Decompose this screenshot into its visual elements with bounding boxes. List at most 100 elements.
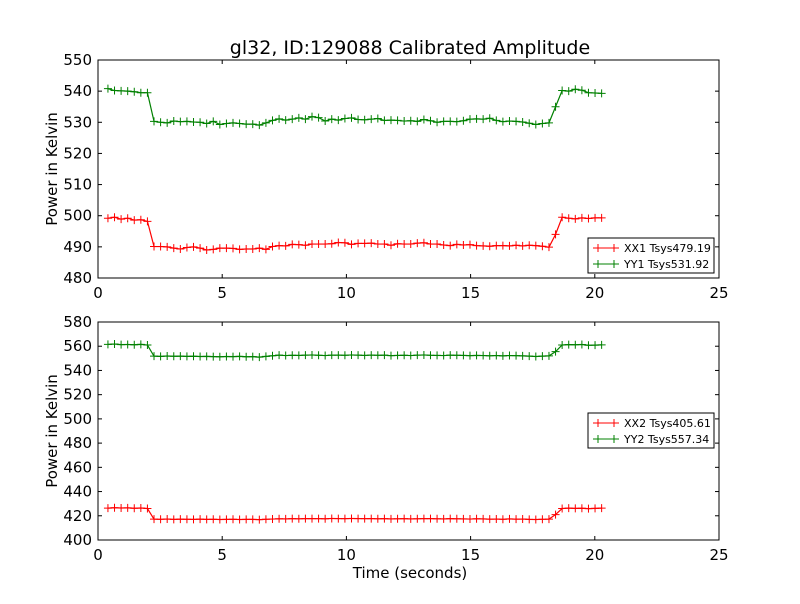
data-point-marker <box>301 241 310 250</box>
data-point-marker <box>485 114 494 123</box>
y-tick-label: 520 <box>63 386 92 404</box>
x-tick-label: 5 <box>217 284 227 302</box>
data-point-marker <box>255 353 264 362</box>
data-point-marker <box>538 242 547 251</box>
data-point-marker <box>571 85 580 94</box>
data-point-marker <box>433 240 442 249</box>
data-point-marker <box>512 241 521 250</box>
data-point-marker <box>459 116 468 125</box>
legend-marker-icon <box>597 435 615 443</box>
data-point-marker <box>367 115 376 124</box>
data-point-marker <box>143 88 152 97</box>
data-point-marker <box>584 214 593 223</box>
x-tick-label: 25 <box>709 546 728 564</box>
data-point-marker <box>202 119 211 128</box>
data-point-marker <box>307 112 316 121</box>
data-point-marker <box>294 240 303 249</box>
data-point-marker <box>406 116 415 125</box>
x-tick-label: 10 <box>337 284 356 302</box>
data-point-marker <box>433 118 442 127</box>
data-point-marker <box>485 242 494 251</box>
data-point-marker <box>103 84 112 93</box>
data-point-marker <box>564 214 573 223</box>
data-point-marker <box>169 244 178 253</box>
data-point-marker <box>544 243 553 252</box>
x-tick-label: 20 <box>585 284 604 302</box>
data-point-marker <box>597 89 606 98</box>
legend-label: XX1 Tsys479.19 <box>624 242 711 255</box>
legend-box <box>587 237 715 274</box>
data-point-marker <box>446 241 455 250</box>
legend: XX2 Tsys405.61 YY2 Tsys557.34 <box>587 412 715 449</box>
data-point-marker <box>551 510 560 519</box>
data-point-marker <box>281 241 290 250</box>
top-y-axis-label: Power in Kelvin <box>43 112 61 226</box>
legend-box <box>587 412 715 449</box>
data-point-marker <box>479 115 488 124</box>
y-tick-label: 510 <box>63 176 92 194</box>
legend-label: XX2 Tsys405.61 <box>624 417 711 430</box>
data-point-marker <box>136 340 145 349</box>
data-point-marker <box>492 116 501 125</box>
data-point-marker <box>505 241 514 250</box>
data-point-marker <box>143 341 152 350</box>
data-point-marker <box>229 244 238 253</box>
data-point-marker <box>248 245 257 254</box>
legend: XX1 Tsys479.19 YY1 Tsys531.92 <box>587 237 715 274</box>
x-tick-label: 0 <box>93 546 103 564</box>
data-point-marker <box>255 121 264 130</box>
y-tick-label: 480 <box>63 269 92 287</box>
y-tick-label: 540 <box>63 361 92 379</box>
data-point-marker <box>426 116 435 125</box>
data-point-marker <box>597 504 606 513</box>
data-point-marker <box>347 113 356 122</box>
data-point-marker <box>222 119 231 128</box>
data-point-marker <box>380 240 389 249</box>
data-point-marker <box>235 119 244 128</box>
data-point-marker <box>577 86 586 95</box>
axes-frame <box>97 59 720 279</box>
x-axis-label: Time (seconds) <box>352 564 468 582</box>
data-point-marker <box>321 117 330 126</box>
data-point-marker <box>327 115 336 124</box>
data-point-marker <box>577 213 586 222</box>
data-point-marker <box>413 117 422 126</box>
data-point-marker <box>261 245 270 254</box>
data-point-marker <box>525 119 534 128</box>
legend-marker-icon <box>597 419 615 427</box>
data-point-marker <box>544 351 553 360</box>
data-point-marker <box>130 87 139 96</box>
data-point-marker <box>110 340 119 349</box>
data-point-marker <box>360 115 369 124</box>
data-point-marker <box>558 213 567 222</box>
data-point-marker <box>518 241 527 250</box>
data-point-marker <box>123 87 132 96</box>
data-point-marker <box>544 118 553 127</box>
data-point-marker <box>150 117 159 126</box>
data-point-marker <box>255 244 264 253</box>
data-point-marker <box>327 239 336 248</box>
y-tick-label: 550 <box>63 51 92 69</box>
data-point-marker <box>452 240 461 249</box>
data-point-marker <box>182 243 191 252</box>
y-tick-label: 440 <box>63 483 92 501</box>
data-point-marker <box>551 102 560 111</box>
data-point-marker <box>347 240 356 249</box>
data-point-marker <box>597 340 606 349</box>
data-point-marker <box>248 120 257 129</box>
legend-marker-icon <box>597 244 615 252</box>
data-point-marker <box>531 241 540 250</box>
x-tick-label: 5 <box>217 546 227 564</box>
y-tick-label: 480 <box>63 434 92 452</box>
data-point-marker <box>169 117 178 126</box>
x-tick-label: 10 <box>337 546 356 564</box>
y-tick-label: 520 <box>63 144 92 162</box>
legend-label: YY2 Tsys557.34 <box>623 433 709 446</box>
bottom-y-axis-label: Power in Kelvin <box>43 374 61 488</box>
data-point-marker <box>452 117 461 126</box>
data-point-marker <box>544 515 553 524</box>
data-point-marker <box>518 117 527 126</box>
axes-frame <box>97 321 720 541</box>
x-tick-label: 20 <box>585 546 604 564</box>
